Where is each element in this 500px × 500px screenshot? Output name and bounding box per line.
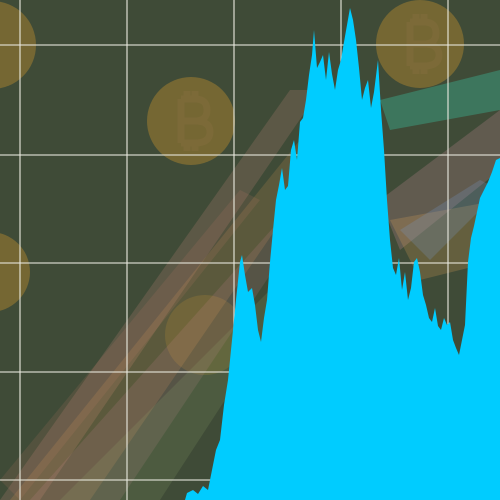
- streaks: [0, 70, 500, 500]
- price-area: [185, 8, 500, 500]
- streak: [0, 190, 260, 500]
- streak: [400, 180, 500, 260]
- streak: [380, 110, 500, 250]
- streak: [0, 90, 320, 500]
- coins: [0, 0, 464, 375]
- streak: [30, 220, 300, 500]
- coin: [165, 295, 245, 375]
- coin: [376, 0, 464, 88]
- streak: [10, 140, 330, 500]
- streak: [380, 70, 500, 130]
- coin: [147, 77, 235, 165]
- coin: [0, 233, 30, 311]
